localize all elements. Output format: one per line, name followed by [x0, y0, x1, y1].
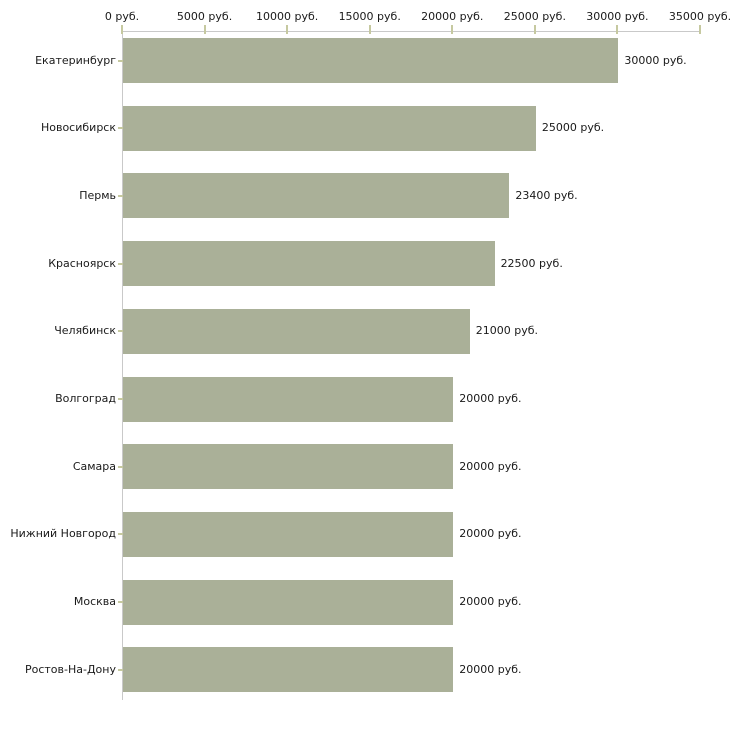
x-axis-tick [451, 25, 454, 34]
category-label: Челябинск [54, 324, 116, 338]
x-axis-tick-label: 20000 руб. [421, 10, 484, 23]
value-label: 25000 руб. [541, 121, 605, 135]
category-label: Екатеринбург [35, 53, 116, 67]
value-label: 20000 руб. [459, 662, 522, 676]
x-axis-tick [121, 25, 123, 34]
y-axis-tick [118, 127, 125, 130]
y-axis-tick [118, 601, 125, 604]
value-label: 20000 руб. [459, 392, 522, 405]
bar [123, 511, 454, 557]
y-axis-tick [118, 330, 125, 333]
value-label: 22500 руб. [500, 256, 563, 270]
category-label: Москва [73, 595, 116, 609]
x-axis-line [122, 31, 700, 32]
y-axis-tick [118, 465, 125, 468]
x-axis-tick-label: 30000 руб. [586, 10, 649, 23]
x-axis-tick-label: 0 руб. [104, 10, 140, 23]
bar [123, 444, 454, 490]
bar [123, 308, 470, 354]
x-axis-tick-label: 15000 руб. [338, 10, 401, 23]
bar [123, 647, 454, 693]
x-axis-tick [368, 25, 371, 34]
category-label: Волгоград [55, 392, 116, 405]
x-axis-tick-label: 10000 руб. [256, 10, 319, 23]
y-axis-tick [118, 668, 125, 671]
value-label: 20000 руб. [459, 527, 522, 541]
category-label: Самара [72, 459, 116, 473]
bar [123, 105, 536, 151]
bar [123, 241, 495, 287]
category-label: Новосибирск [40, 121, 116, 135]
value-label: 23400 руб. [515, 188, 578, 202]
x-axis-tick [699, 25, 701, 34]
value-label: 20000 руб. [459, 459, 522, 473]
y-axis-line [122, 31, 123, 700]
value-label: 20000 руб. [459, 595, 522, 609]
x-axis-tick [286, 25, 289, 34]
x-axis-tick-label: 5000 руб. [176, 10, 233, 23]
y-axis-tick [118, 533, 125, 536]
bar [123, 376, 454, 422]
x-axis-tick [533, 25, 536, 34]
bar [123, 38, 619, 83]
x-axis-tick-label: 25000 руб. [503, 10, 566, 23]
value-label: 30000 руб. [624, 53, 687, 67]
bar [123, 173, 510, 219]
value-label: 21000 руб. [475, 324, 539, 338]
x-axis-tick [203, 25, 206, 34]
y-axis-tick [118, 398, 125, 400]
category-label: Нижний Новгород [10, 527, 116, 541]
x-axis-tick [616, 25, 619, 34]
y-axis-tick [118, 59, 125, 62]
category-label: Ростов-На-Дону [24, 662, 116, 676]
category-label: Красноярск [48, 256, 116, 270]
category-label: Пермь [79, 188, 116, 202]
y-axis-tick [118, 194, 125, 197]
bar [123, 579, 454, 625]
y-axis-tick [118, 262, 125, 265]
x-axis-tick-label: 35000 руб. [668, 10, 730, 23]
